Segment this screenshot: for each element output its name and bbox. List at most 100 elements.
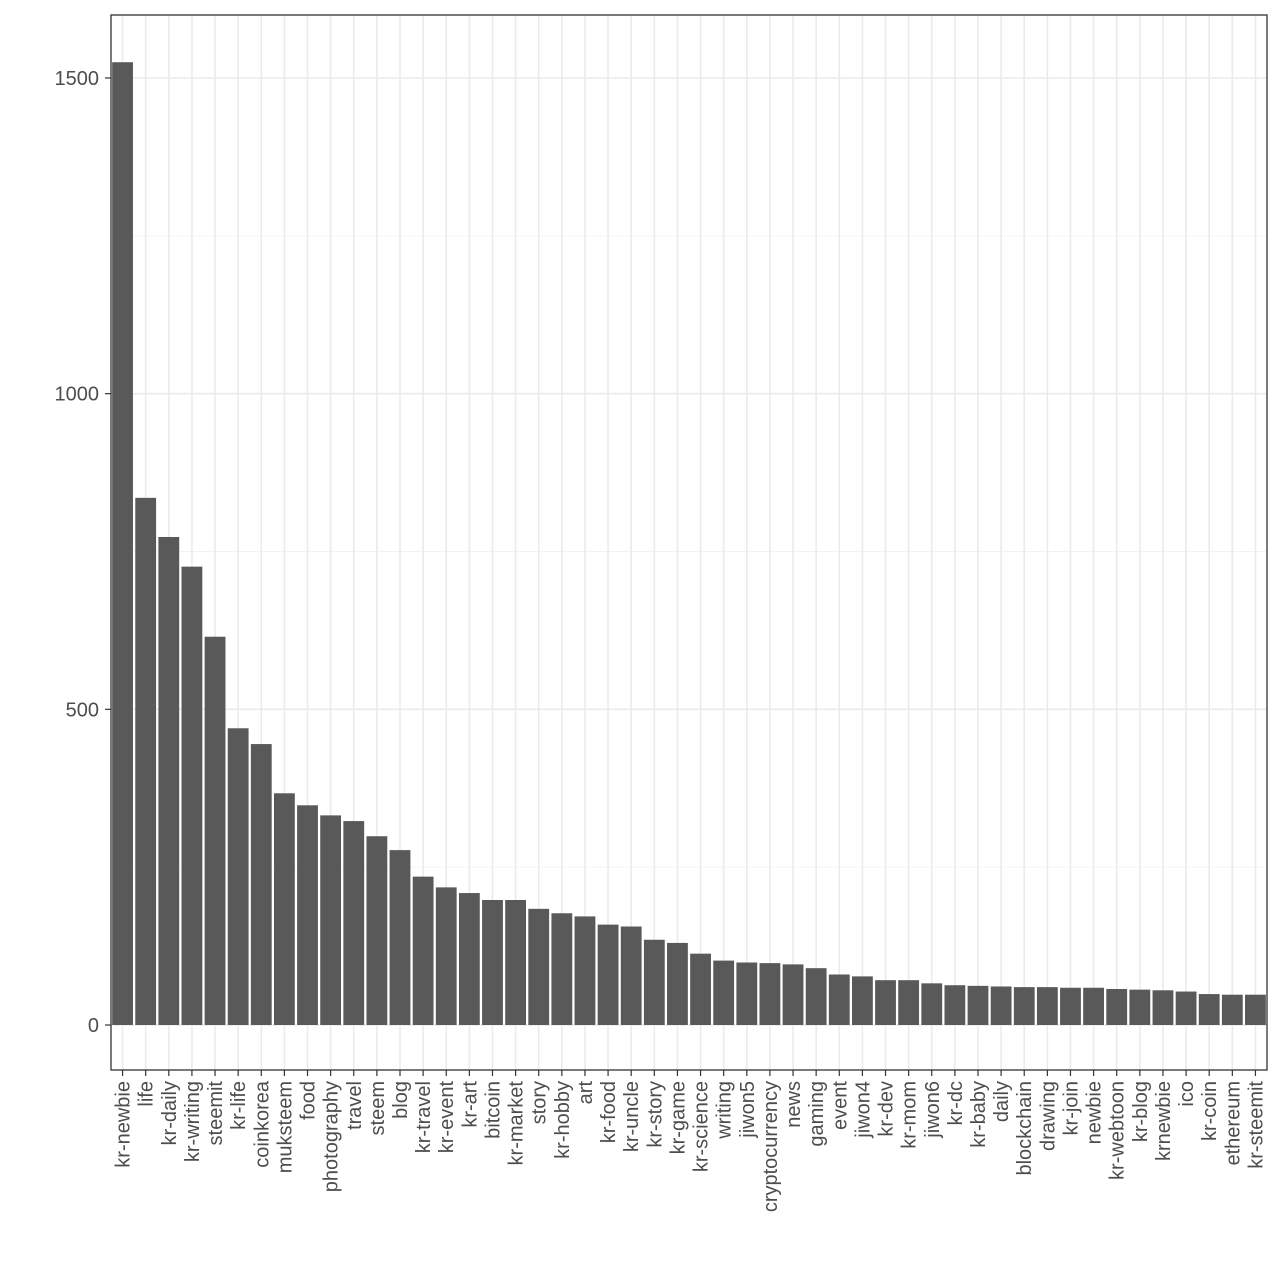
bar-event (828, 974, 850, 1025)
x-tick-label: kr-dc (945, 1081, 967, 1125)
bar-art (574, 916, 596, 1025)
x-tick-label: gaming (806, 1081, 828, 1147)
x-tick-label: kr-hobby (552, 1081, 574, 1159)
x-tick-label: kr-story (644, 1081, 666, 1148)
bar-life (135, 497, 157, 1025)
x-tick-label: drawing (1037, 1081, 1059, 1151)
x-tick-label: kr-newbie (113, 1081, 135, 1168)
bar-kr-join (1060, 987, 1081, 1025)
bar-newbie (1083, 987, 1105, 1025)
bar-kr-baby (967, 985, 989, 1025)
x-tick-label: kr-life (228, 1081, 250, 1130)
bar-story (528, 908, 550, 1025)
y-tick-label: 0 (88, 1015, 99, 1037)
panel-border (110, 14, 1268, 1071)
x-tick-label: news (783, 1081, 805, 1128)
bar-muksteem (273, 793, 295, 1025)
bar-kr-mom (898, 980, 920, 1025)
bar-kr-dev (875, 980, 896, 1025)
x-tick-label: daily (991, 1081, 1013, 1122)
bar-news (782, 964, 804, 1025)
bar-food (297, 805, 318, 1025)
bar-bitcoin (482, 899, 503, 1025)
y-tick-label: 1000 (55, 384, 100, 406)
bar-kr-art (458, 893, 480, 1025)
bar-kr-travel (412, 876, 434, 1025)
x-tick-label: kr-art (459, 1081, 481, 1128)
bar-steemit (204, 636, 226, 1025)
x-tick-label: story (529, 1081, 551, 1124)
bar-steem (366, 836, 388, 1025)
x-tick-label: jiwon5 (737, 1081, 759, 1139)
x-tick-label: kr-blog (1130, 1081, 1152, 1142)
x-tick-label: ethereum (1222, 1081, 1244, 1166)
x-tick-label: jiwon4 (852, 1081, 874, 1139)
bar-krnewbie (1152, 990, 1174, 1025)
x-tick-label: muksteem (274, 1081, 296, 1173)
bar-kr-science (690, 953, 711, 1025)
x-tick-label: blog (390, 1081, 412, 1119)
bar-kr-newbie (112, 62, 133, 1025)
x-tick-label: food (298, 1081, 320, 1120)
x-tick-label: art (575, 1081, 597, 1105)
x-tick-label: jiwon6 (922, 1081, 944, 1139)
bar-drawing (1036, 987, 1058, 1025)
bar-jiwon6 (921, 983, 943, 1025)
bar-kr-market (505, 899, 527, 1025)
bar-kr-uncle (620, 926, 642, 1025)
x-tick-label: life (136, 1081, 158, 1107)
x-tick-label: newbie (1084, 1081, 1106, 1144)
bar-kr-story (643, 939, 665, 1025)
x-tick-label: coinkorea (251, 1080, 273, 1168)
x-tick-label: bitcoin (482, 1081, 504, 1139)
bar-writing (713, 960, 735, 1025)
x-tick-label: kr-dev (876, 1081, 898, 1137)
x-tick-label: kr-baby (968, 1081, 990, 1148)
y-axis: 0 500 1000 1500 (55, 68, 111, 1037)
x-tick-label: kr-game (667, 1081, 689, 1154)
bar-ethereum (1221, 994, 1243, 1025)
bar-jiwon5 (736, 962, 758, 1025)
x-tick-label: kr-travel (413, 1081, 435, 1153)
x-tick-label: steemit (205, 1081, 227, 1146)
bar-kr-hobby (551, 913, 573, 1025)
bar-blog (389, 850, 411, 1025)
x-tick-label: kr-uncle (621, 1081, 643, 1152)
bar-coinkorea (250, 744, 272, 1025)
x-tick-label: event (829, 1081, 851, 1130)
bar-ico (1175, 991, 1197, 1025)
bar-daily (990, 986, 1012, 1025)
bar-blockchain (1013, 987, 1035, 1025)
y-tick-label: 500 (66, 699, 99, 721)
x-tick-label: krnewbie (1153, 1081, 1175, 1161)
x-tick-label: kr-webtoon (1107, 1081, 1129, 1180)
x-tick-label: kr-writing (182, 1081, 204, 1162)
y-tick-label: 1500 (55, 68, 100, 90)
x-axis: kr-newbie life kr-daily kr-writing steemit kr… (113, 1070, 1267, 1212)
bar-jiwon4 (851, 976, 873, 1025)
x-tick-label: ico (1176, 1081, 1198, 1107)
x-tick-label: photography (321, 1081, 343, 1192)
bar-gaming (805, 968, 827, 1025)
bar-kr-life (227, 728, 249, 1025)
x-tick-label: kr-mom (899, 1081, 921, 1149)
x-tick-label: kr-daily (159, 1081, 181, 1145)
x-tick-label: kr-market (506, 1081, 528, 1166)
x-tick-label: writing (714, 1081, 736, 1140)
bar-kr-dc (944, 985, 966, 1025)
bars (112, 62, 1266, 1025)
bar-kr-steemit (1245, 994, 1266, 1025)
bar-kr-coin (1198, 994, 1220, 1025)
x-tick-label: kr-event (436, 1081, 458, 1154)
bar-kr-food (597, 924, 619, 1025)
x-tick-label: kr-coin (1199, 1081, 1221, 1141)
bar-kr-daily (158, 536, 180, 1025)
bar-travel (343, 821, 365, 1025)
bar-kr-blog (1129, 989, 1151, 1025)
x-tick-label: steem (367, 1081, 389, 1135)
x-tick-label: travel (344, 1081, 366, 1130)
x-tick-label: cryptocurrency (760, 1081, 782, 1212)
bar-kr-writing (181, 566, 203, 1025)
x-tick-label: kr-join (1060, 1081, 1082, 1135)
